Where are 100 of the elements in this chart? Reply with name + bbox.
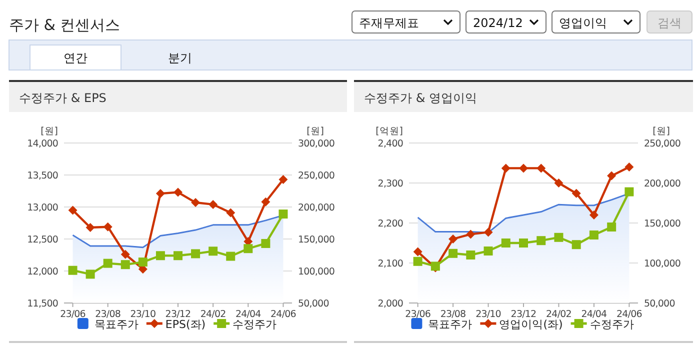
legend-label: 영업이익(좌) xyxy=(499,318,563,331)
point xyxy=(466,230,476,239)
text: 2024/12 xyxy=(473,16,523,30)
x-tick-label: 23/08 xyxy=(95,309,121,320)
y2-tick-label: 200,000 xyxy=(298,202,335,214)
point xyxy=(68,206,78,215)
y-axis-title: [억원] xyxy=(376,126,403,137)
text: 연간 xyxy=(64,51,88,65)
y2-axis-title: [원] xyxy=(306,126,324,137)
x-tick-label: 23/06 xyxy=(60,309,86,320)
point xyxy=(536,236,546,246)
x-tick-label: 23/12 xyxy=(165,309,192,320)
x-tick-label: 24/02 xyxy=(200,309,226,320)
point xyxy=(501,238,510,248)
legend-label: EPS(좌) xyxy=(165,318,206,331)
point xyxy=(174,188,182,197)
y2-tick-label: 250,000 xyxy=(644,138,681,150)
point xyxy=(174,251,182,260)
point xyxy=(607,222,616,232)
x-tick-label: 23/12 xyxy=(510,309,537,320)
x-tick-label: 24/06 xyxy=(270,309,296,320)
y-tick-label: 2,400 xyxy=(378,138,404,150)
y-tick-label: 14,000 xyxy=(27,138,58,150)
y2-axis-title: [원] xyxy=(652,126,670,137)
point xyxy=(208,200,218,209)
point xyxy=(138,258,148,267)
y-tick-label: 2,200 xyxy=(378,218,404,230)
text: 주재무제표 xyxy=(359,16,419,30)
y2-tick-label: 50,000 xyxy=(644,298,676,310)
x-tick-label: 24/06 xyxy=(616,309,642,320)
point xyxy=(86,222,95,232)
legend-label: 수정주가 xyxy=(232,318,277,331)
text: 검색 xyxy=(658,16,682,30)
x-tick-label: 24/02 xyxy=(546,309,572,320)
y2-tick-label: 250,000 xyxy=(298,170,335,182)
y-tick-label: 13,500 xyxy=(27,170,58,182)
point xyxy=(156,251,165,260)
x-tick-label: 23/06 xyxy=(405,309,431,320)
x-tick-label: 23/10 xyxy=(130,309,156,320)
y-tick-label: 11,500 xyxy=(27,298,58,310)
y2-tick-label: 300,000 xyxy=(298,138,335,150)
point xyxy=(554,178,564,188)
point xyxy=(554,232,564,242)
y2-tick-label: 100,000 xyxy=(644,258,681,270)
point xyxy=(448,248,458,258)
y2-tick-label: 100,000 xyxy=(298,266,335,278)
y2-tick-label: 150,000 xyxy=(644,218,681,230)
x-tick-label: 24/04 xyxy=(235,309,262,320)
point xyxy=(624,162,634,172)
y-tick-label: 2,300 xyxy=(378,178,404,190)
point xyxy=(191,198,200,208)
y-tick-label: 13,000 xyxy=(27,202,58,214)
point xyxy=(261,238,270,248)
x-tick-label: 23/08 xyxy=(440,309,466,320)
point xyxy=(624,187,634,196)
point xyxy=(191,249,200,258)
point xyxy=(484,228,493,237)
point xyxy=(244,244,253,254)
legend-label: 수정주가 xyxy=(590,318,634,331)
y-tick-label: 2,000 xyxy=(378,298,404,310)
legend-label: 목표주가 xyxy=(94,318,138,331)
point xyxy=(120,260,130,270)
point xyxy=(519,238,528,248)
y-tick-label: 2,100 xyxy=(378,258,404,270)
point xyxy=(413,256,422,266)
point xyxy=(607,171,616,180)
point xyxy=(589,210,598,220)
point xyxy=(278,174,288,184)
point xyxy=(572,240,581,250)
point xyxy=(413,247,422,256)
point xyxy=(589,230,598,240)
legend-label: 목표주가 xyxy=(428,318,472,331)
text: 영업이익 xyxy=(559,16,607,30)
y2-tick-label: 200,000 xyxy=(644,178,681,190)
text: 주가 & 컨센서스 xyxy=(9,16,120,34)
point xyxy=(156,189,165,198)
chart-title: 수정주가 & EPS xyxy=(19,91,106,105)
point xyxy=(226,252,236,261)
chart-title: 수정주가 & 영업이익 xyxy=(364,91,477,105)
point xyxy=(208,246,218,256)
point xyxy=(501,164,510,173)
y-tick-label: 12,000 xyxy=(27,266,58,278)
point xyxy=(466,250,476,260)
point xyxy=(261,197,270,206)
point xyxy=(519,164,528,173)
x-tick-label: 23/10 xyxy=(476,309,502,320)
point xyxy=(484,246,493,256)
y-axis-title: [원] xyxy=(40,126,58,137)
y-tick-label: 12,500 xyxy=(27,234,58,246)
point xyxy=(68,266,78,275)
point xyxy=(536,164,546,173)
y2-tick-label: 150,000 xyxy=(298,234,335,246)
text: 분기 xyxy=(168,51,192,65)
point xyxy=(103,258,112,268)
x-tick-label: 24/04 xyxy=(581,309,607,320)
point xyxy=(572,188,581,198)
point xyxy=(120,250,130,259)
point xyxy=(226,208,236,218)
point xyxy=(278,210,288,219)
point xyxy=(103,222,112,232)
